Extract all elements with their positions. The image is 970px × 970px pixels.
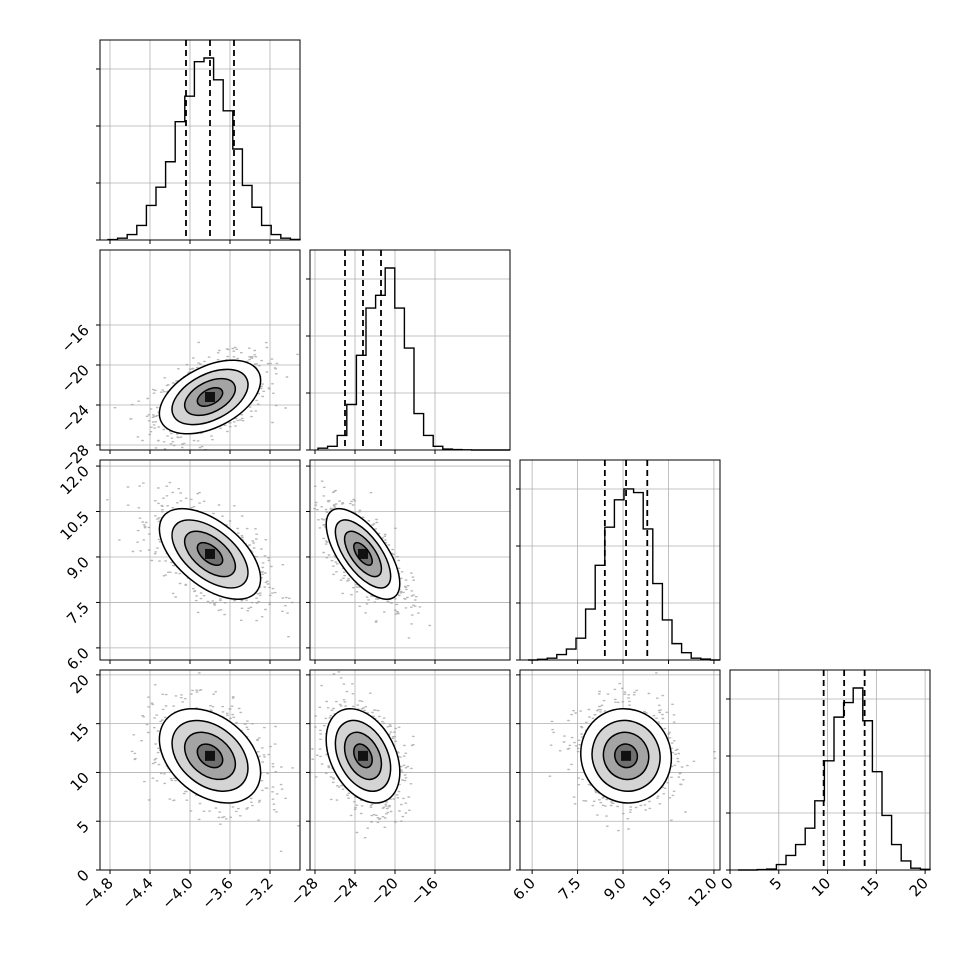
x-tick-label: 5 <box>766 874 785 893</box>
panel-frame <box>99 39 301 241</box>
x-tick-label: 10.5 <box>639 874 675 910</box>
x-tick-label: 10 <box>808 874 834 900</box>
x-tick-label: 12.0 <box>684 874 720 910</box>
panel-background <box>100 40 300 240</box>
x-tick-label: 0 <box>717 874 736 893</box>
panel-2-2 <box>516 459 721 664</box>
contour-line-3 <box>158 507 262 600</box>
contour-line-0 <box>196 541 224 567</box>
panel-3-0 <box>96 669 301 874</box>
contour-line-2 <box>171 368 249 426</box>
y-tick-label: 10 <box>67 769 93 795</box>
contour-line-1 <box>343 731 383 781</box>
contour-line-3 <box>325 507 401 600</box>
y-tick-label: 6.0 <box>63 644 93 674</box>
density-peak <box>205 392 215 402</box>
panel-background <box>730 670 930 870</box>
panel-frame <box>309 669 511 871</box>
panel-frame <box>519 459 721 661</box>
panel-background <box>310 250 510 450</box>
contour-line-0 <box>353 541 373 567</box>
contour-line-3 <box>325 707 401 804</box>
panel-frame <box>519 669 721 871</box>
y-tick-label: −16 <box>58 321 93 356</box>
x-tick-label: −3.2 <box>238 874 276 912</box>
x-tick-label: 20 <box>906 874 932 900</box>
histogram-step <box>738 687 931 871</box>
histogram-step <box>528 488 720 661</box>
contour-line-1 <box>602 731 650 781</box>
contour-line-2 <box>334 519 392 589</box>
contour-line-2 <box>334 719 392 792</box>
density-peak <box>358 548 368 559</box>
panel-0-0 <box>96 39 301 244</box>
x-tick-label: −28 <box>287 874 322 909</box>
contour-line-0 <box>196 743 224 769</box>
contour-line-0 <box>196 387 224 407</box>
y-tick-label: 10.5 <box>56 508 92 544</box>
panel-2-1 <box>306 459 511 664</box>
panel-2-0 <box>96 459 301 664</box>
x-tick-label: 7.5 <box>555 874 585 904</box>
panel-frame <box>309 249 511 451</box>
y-tick-label: −20 <box>58 361 93 396</box>
contour-line-3 <box>158 707 262 804</box>
histogram-step <box>107 57 301 241</box>
y-tick-label: 7.5 <box>63 599 93 629</box>
contour-line-1 <box>183 377 237 417</box>
panel-frame <box>99 249 301 451</box>
contour-line-0 <box>353 743 373 769</box>
panel-1-0 <box>96 249 301 454</box>
contour-line-0 <box>613 743 639 769</box>
contour-line-1 <box>183 731 237 781</box>
contour-line-1 <box>183 530 237 578</box>
contour-line-3 <box>158 359 262 435</box>
panel-background <box>520 460 720 660</box>
panel-1-1 <box>306 249 511 454</box>
x-tick-label: −4.4 <box>118 874 156 912</box>
y-tick-label: 15 <box>67 720 93 746</box>
contour-line-3 <box>580 707 673 804</box>
x-tick-label: 15 <box>857 874 883 900</box>
x-tick-label: 9.0 <box>600 874 630 904</box>
panel-3-3 <box>726 669 931 874</box>
x-tick-label: −16 <box>407 874 442 909</box>
density-peak <box>358 750 368 761</box>
panel-frame <box>99 459 301 661</box>
x-tick-label: −20 <box>367 874 402 909</box>
density-peak <box>621 750 632 761</box>
contour-line-2 <box>171 519 249 589</box>
y-tick-label: 9.0 <box>63 553 93 583</box>
panel-frame <box>309 459 511 661</box>
contour-line-1 <box>343 530 383 578</box>
y-tick-label: 0 <box>73 866 92 885</box>
panel-frame <box>99 669 301 871</box>
contour-line-2 <box>171 719 249 792</box>
y-tick-label: 20 <box>67 671 93 697</box>
contour-line-2 <box>591 719 661 792</box>
y-tick-label: 5 <box>73 817 92 836</box>
x-tick-label: −24 <box>327 874 362 909</box>
panel-frame <box>729 669 931 871</box>
density-peak <box>205 548 215 559</box>
panel-3-2 <box>516 669 721 874</box>
x-tick-label: 6.0 <box>509 874 539 904</box>
x-tick-label: −4.0 <box>158 874 196 912</box>
y-tick-label: −24 <box>58 401 93 436</box>
density-peak <box>205 750 215 761</box>
x-tick-label: −3.6 <box>198 874 236 912</box>
panel-3-1 <box>306 669 511 874</box>
